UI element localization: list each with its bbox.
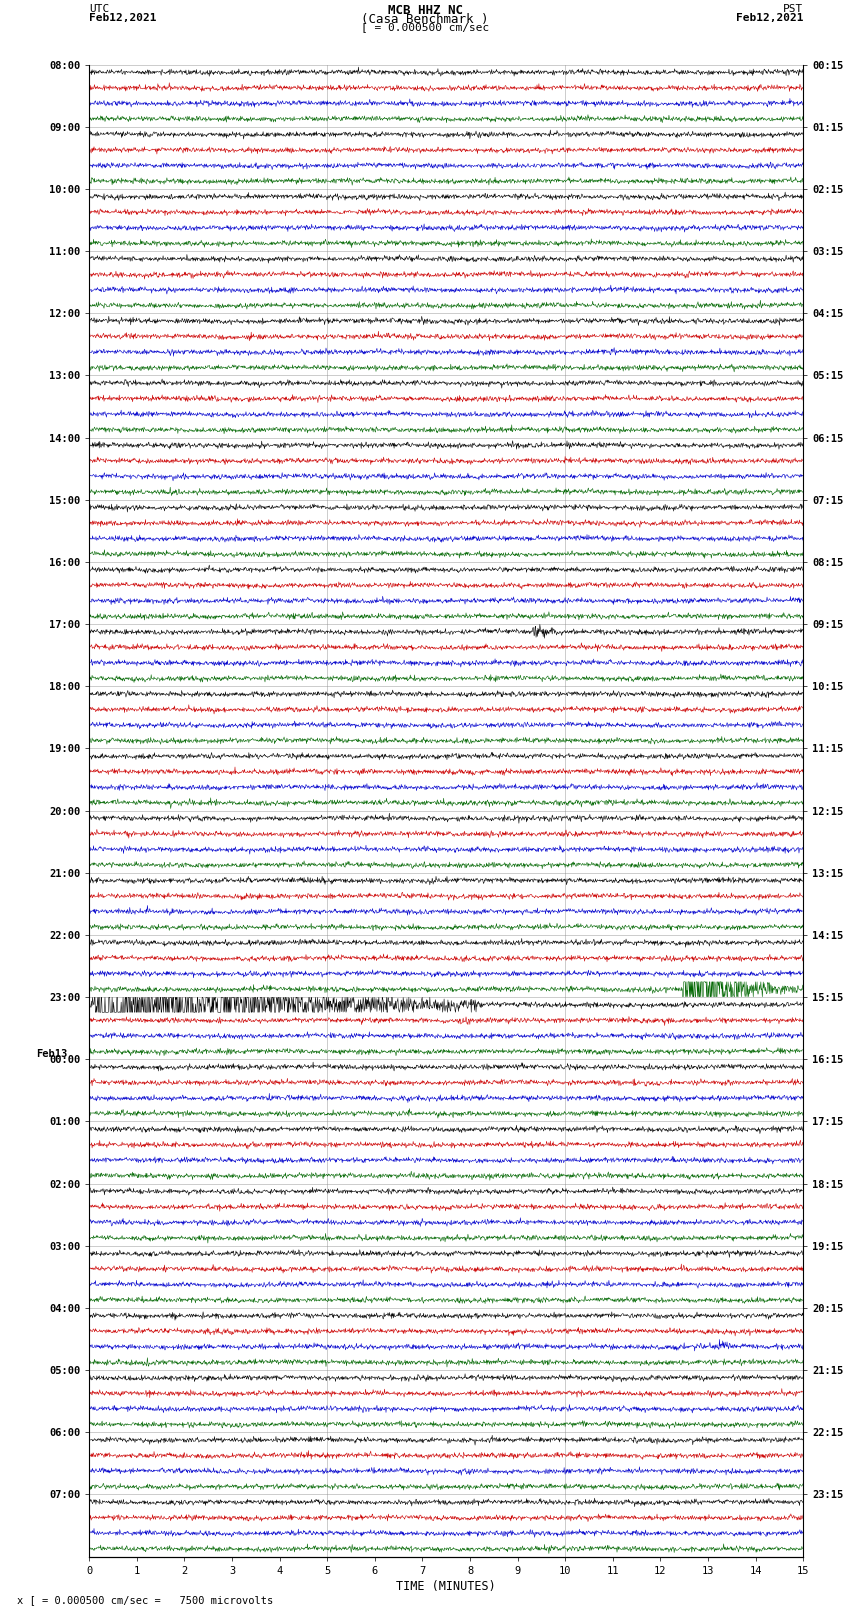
Text: Feb12,2021: Feb12,2021 bbox=[736, 13, 803, 23]
X-axis label: TIME (MINUTES): TIME (MINUTES) bbox=[396, 1579, 496, 1592]
Text: PST: PST bbox=[783, 5, 803, 15]
Text: (Casa Benchmark ): (Casa Benchmark ) bbox=[361, 13, 489, 26]
Text: Feb12,2021: Feb12,2021 bbox=[89, 13, 156, 23]
Text: [ = 0.000500 cm/sec: [ = 0.000500 cm/sec bbox=[361, 23, 489, 32]
Text: UTC: UTC bbox=[89, 5, 110, 15]
Text: MCB HHZ NC: MCB HHZ NC bbox=[388, 5, 462, 18]
Text: Feb13: Feb13 bbox=[36, 1048, 67, 1060]
Text: x [ = 0.000500 cm/sec =   7500 microvolts: x [ = 0.000500 cm/sec = 7500 microvolts bbox=[17, 1595, 273, 1605]
